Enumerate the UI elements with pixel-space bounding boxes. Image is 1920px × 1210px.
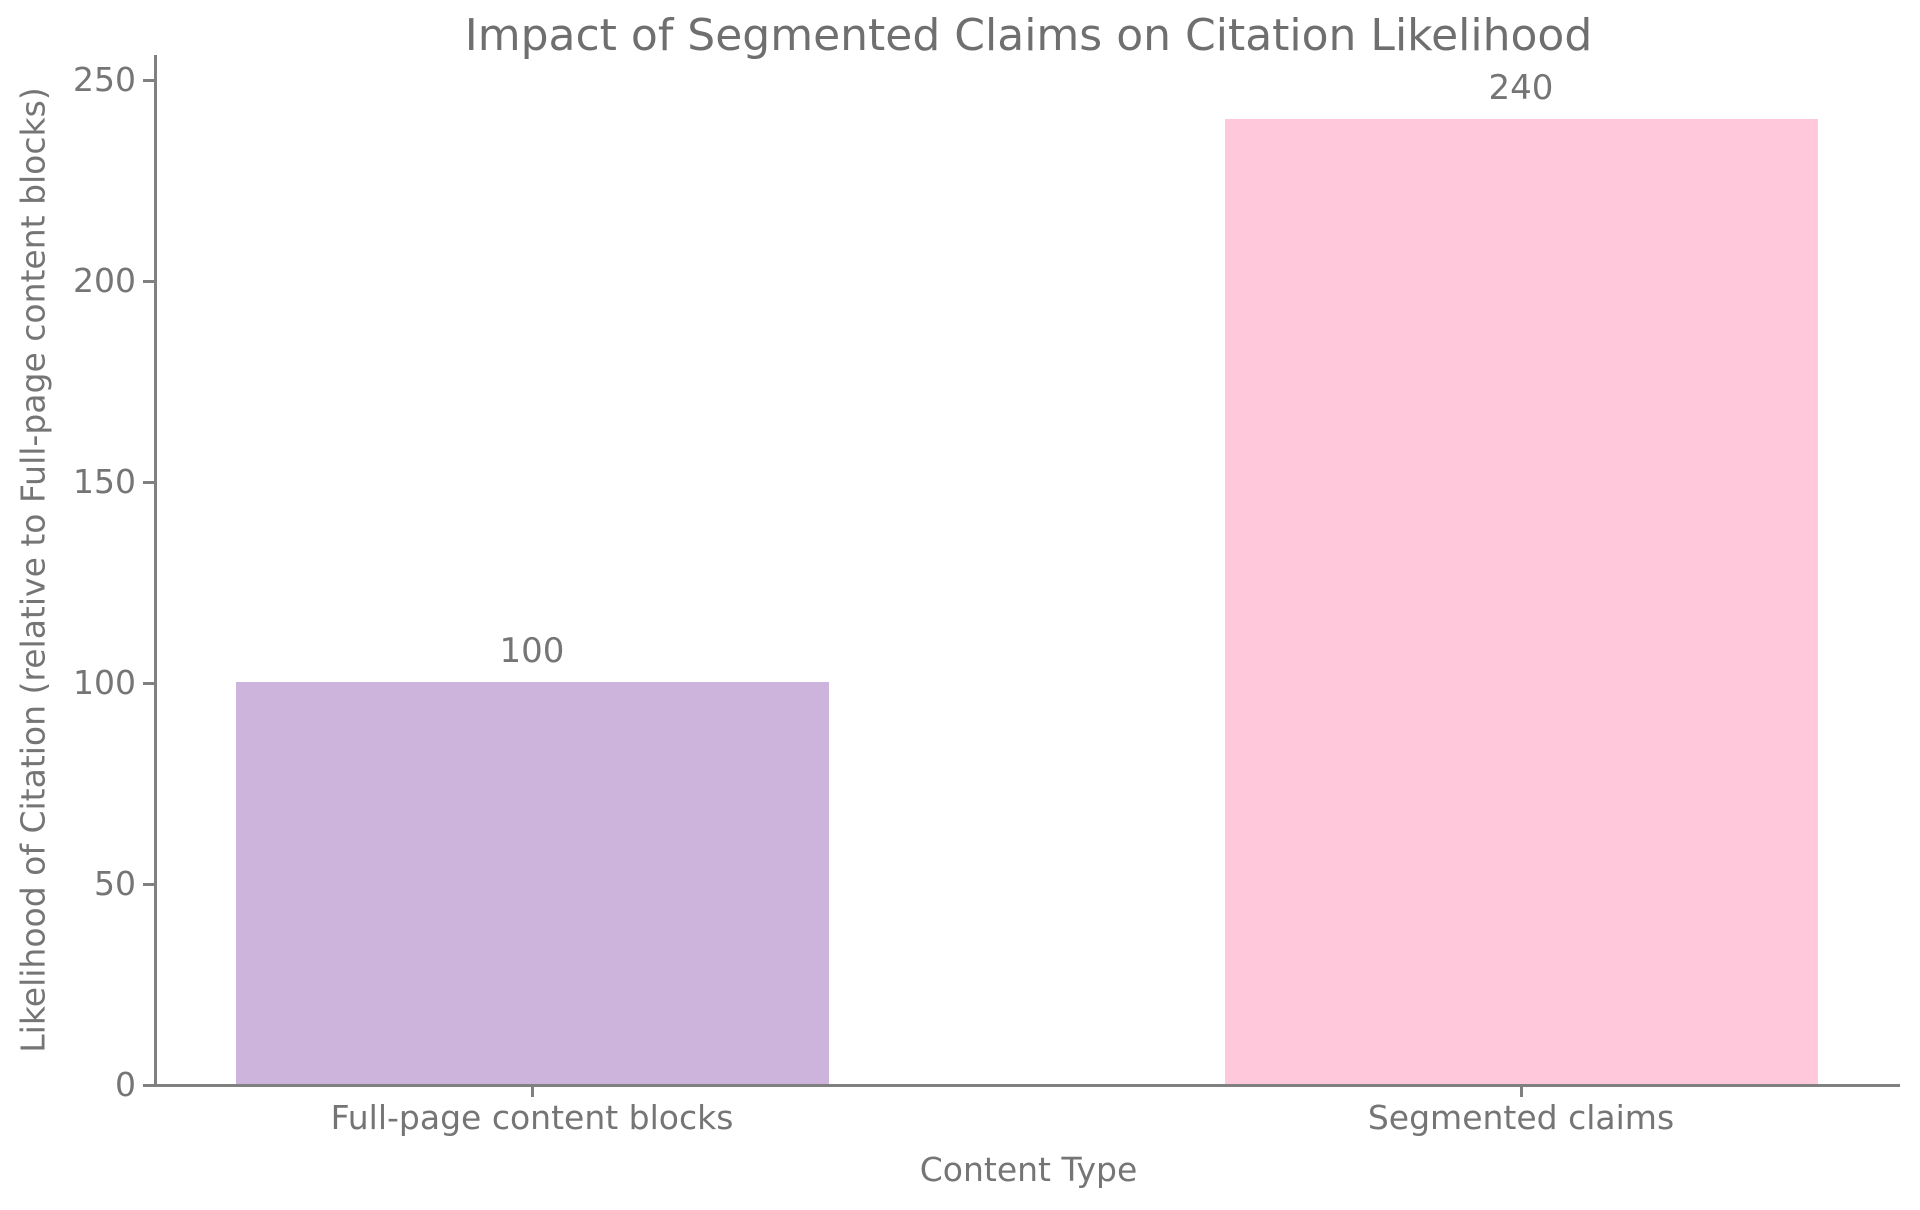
x-tick-label: Full-page content blocks xyxy=(330,1098,734,1137)
bar-full-page-content-blocks xyxy=(235,682,829,1084)
y-axis-spine xyxy=(154,55,157,1087)
y-tick-label: 50 xyxy=(94,864,136,904)
y-axis-label: Likelihood of Citation (relative to Full… xyxy=(13,87,53,1053)
y-tick-label: 0 xyxy=(115,1065,136,1104)
y-tick-label: 100 xyxy=(73,663,136,703)
y-tick-mark xyxy=(143,682,154,686)
x-tick-mark xyxy=(1520,1087,1523,1097)
x-tick-label: Segmented claims xyxy=(1367,1098,1675,1137)
y-tick-label: 250 xyxy=(73,60,136,100)
x-tick-mark xyxy=(531,1087,534,1097)
bar-value-label: 100 xyxy=(499,631,565,672)
y-tick-label: 200 xyxy=(73,261,136,301)
chart-title: Impact of Segmented Claims on Citation L… xyxy=(464,10,1593,61)
bar-value-label: 240 xyxy=(1488,68,1554,109)
x-axis-label: Content Type xyxy=(919,1150,1138,1189)
y-tick-mark xyxy=(143,1084,154,1087)
y-tick-mark xyxy=(143,280,154,284)
y-tick-mark xyxy=(143,481,154,485)
bar-segmented-claims xyxy=(1224,119,1818,1084)
x-axis-spine xyxy=(154,1084,1900,1087)
y-tick-mark xyxy=(143,79,154,83)
y-tick-label: 150 xyxy=(73,462,136,502)
y-tick-mark xyxy=(143,883,154,887)
